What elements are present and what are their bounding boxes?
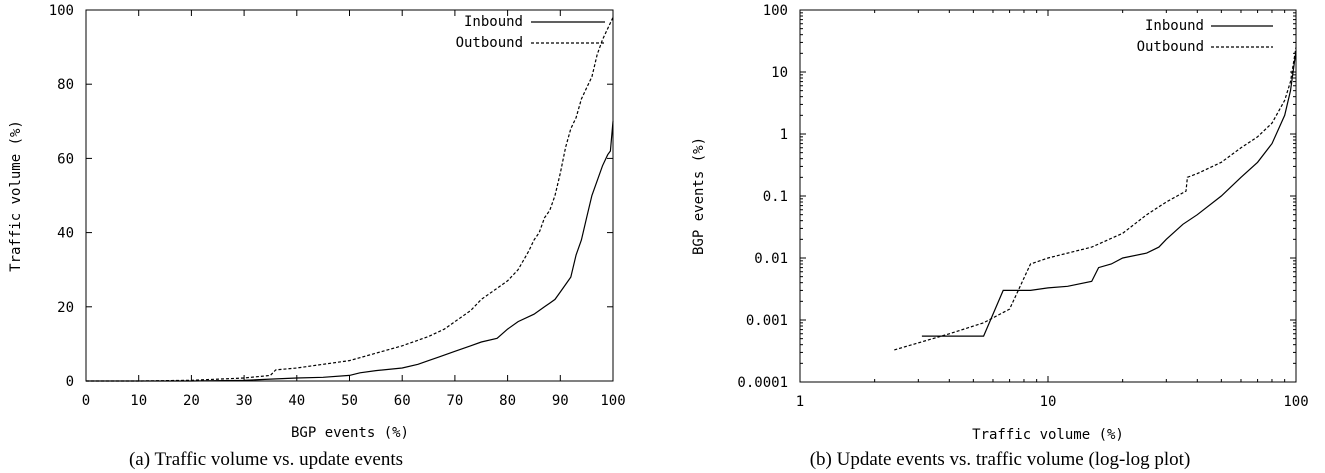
chart-panel-a: 0 10 20 30 40 50 60 70 80 90 100 0 20 40 60 80 100 Inbou…	[8, 3, 626, 470]
x-tick-label: 10	[130, 393, 147, 409]
series-lines-a	[86, 17, 614, 382]
y-tick-label: 80	[57, 77, 74, 93]
x-tick-label: 10	[1040, 394, 1057, 410]
x-tick-label: 70	[446, 393, 463, 409]
y-tick-label: 1	[780, 127, 788, 143]
y-tick-label: 0	[66, 374, 74, 390]
y-tick-label: 0.1	[763, 189, 788, 205]
y-tick-label: 100	[763, 3, 788, 19]
legend-label-inbound: Inbound	[1145, 18, 1204, 34]
y-tick-label: 20	[57, 300, 74, 316]
chart-caption: (b) Update events vs. traffic volume (lo…	[810, 449, 1191, 470]
chart-panel-b: 1 10 100 0.0001 0.001 0.01 0.1 1 10 100 Inbound O…	[691, 3, 1309, 470]
y-tick-label: 0.01	[754, 251, 788, 267]
x-tick-label: 30	[236, 393, 253, 409]
legend-label-outbound: Outbound	[456, 35, 523, 51]
series-line-outbound	[86, 17, 614, 382]
legend-label-outbound: Outbound	[1137, 39, 1204, 55]
y-tick-label: 10	[771, 65, 788, 81]
legend-label-inbound: Inbound	[464, 14, 523, 30]
plot-area-frame	[85, 9, 614, 382]
x-tick-label: 20	[183, 393, 200, 409]
legend-b: Inbound Outbound	[1137, 18, 1273, 55]
x-tick-label: 0	[82, 393, 90, 409]
x-tick-label: 50	[341, 393, 358, 409]
legend-a: Inbound Outbound	[456, 14, 605, 51]
x-tick-label: 80	[499, 393, 516, 409]
y-tick-label: 100	[49, 3, 74, 19]
chart-caption: (a) Traffic volume vs. update events	[129, 449, 403, 470]
y-tick-label: 0.001	[746, 313, 788, 329]
series-line-inbound	[921, 50, 1297, 337]
series-line-inbound	[86, 121, 614, 382]
x-tick-label: 100	[1283, 394, 1308, 410]
x-tick-label: 1	[796, 394, 804, 410]
x-tick-label: 60	[394, 393, 411, 409]
y-axis-label: BGP events (%)	[691, 137, 707, 255]
axes-a: 0 10 20 30 40 50 60 70 80 90 100 0 20 40 60 80 100	[49, 3, 626, 409]
x-axis-label: Traffic volume (%)	[972, 427, 1124, 443]
x-tick-label: 40	[288, 393, 305, 409]
x-axis-label: BGP events (%)	[291, 425, 409, 441]
y-axis-label: Traffic volume (%)	[8, 120, 24, 272]
x-tick-label: 90	[552, 393, 569, 409]
series-lines-b	[894, 47, 1297, 351]
x-tick-label: 100	[600, 393, 625, 409]
y-tick-label: 0.0001	[737, 375, 788, 391]
series-line-outbound	[894, 47, 1297, 351]
axes-b: 1 10 100 0.0001 0.001 0.01 0.1 1 10 100	[737, 3, 1308, 410]
y-tick-label: 60	[57, 151, 74, 167]
y-tick-label: 40	[57, 226, 74, 242]
